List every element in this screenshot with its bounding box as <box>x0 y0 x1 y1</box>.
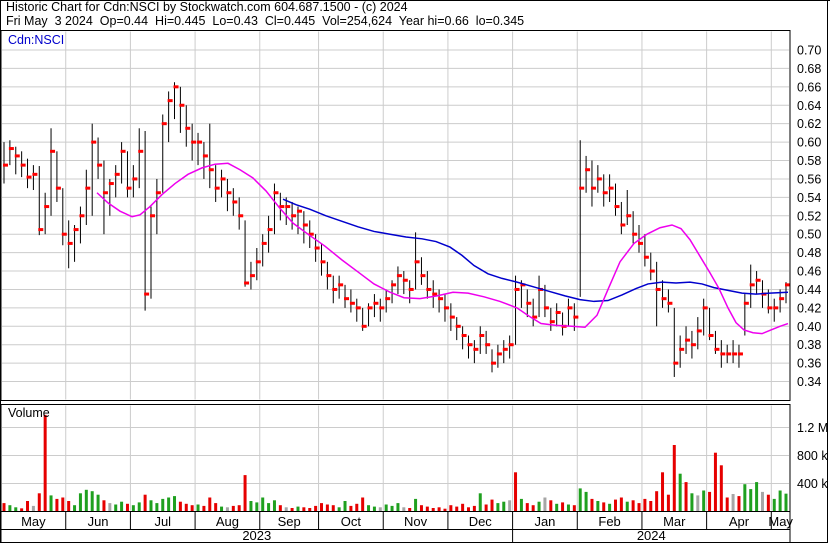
volume-tick-label: 800 k <box>797 449 828 463</box>
month-label: May <box>21 514 46 529</box>
month-label: Oct <box>341 514 362 529</box>
price-tick-label: 0.36 <box>797 357 821 371</box>
price-tick-label: 0.42 <box>797 301 821 315</box>
price-tick-label: 0.38 <box>797 338 821 352</box>
month-label: Jul <box>154 514 171 529</box>
price-tick-label: 0.58 <box>797 154 821 168</box>
symbol-label: Cdn:NSCI <box>8 33 65 47</box>
month-label: Jan <box>534 514 555 529</box>
month-label: Feb <box>598 514 620 529</box>
price-tick-label: 0.68 <box>797 62 821 76</box>
price-tick-label: 0.46 <box>797 265 821 279</box>
price-tick-label: 0.64 <box>797 99 821 113</box>
quote-summary-line: Fri May 3 2024 Op=0.44 Hi=0.445 Lo=0.43 … <box>6 14 525 28</box>
price-tick-label: 0.34 <box>797 375 821 389</box>
price-tick-label: 0.66 <box>797 80 821 94</box>
ma-short-magenta-line <box>96 162 789 335</box>
price-tick-label: 0.40 <box>797 320 821 334</box>
month-label: Aug <box>216 514 239 529</box>
year-label: 2023 <box>242 528 271 543</box>
month-label: Sep <box>278 514 301 529</box>
ohlc-bars <box>3 82 790 377</box>
month-label: Nov <box>404 514 428 529</box>
price-tick-label: 0.60 <box>797 136 821 150</box>
volume-pane-label: Volume <box>8 406 50 420</box>
price-tick-label: 0.52 <box>797 209 821 223</box>
volume-tick-label: 1.2 M <box>797 421 828 435</box>
price-tick-label: 0.70 <box>797 44 821 58</box>
volume-bars <box>2 414 788 512</box>
price-tick-label: 0.56 <box>797 172 821 186</box>
month-label: Apr <box>729 514 750 529</box>
price-tick-label: 0.44 <box>797 283 821 297</box>
month-label: Jun <box>88 514 109 529</box>
gridlines <box>2 31 789 511</box>
price-tick-label: 0.62 <box>797 117 821 131</box>
price-scale-labels: 0.70 0.68 0.66 0.64 0.62 0.60 0.58 0.56 0.54 0.52… <box>797 44 828 492</box>
month-label: May <box>768 514 793 529</box>
price-tick-label: 0.54 <box>797 191 821 205</box>
year-axis: 2023 2024 <box>0 528 666 543</box>
chart-title: Historic Chart for Cdn:NSCI by Stockwatc… <box>6 0 408 14</box>
month-label: Dec <box>469 514 493 529</box>
month-label: Mar <box>663 514 686 529</box>
price-tick-label: 0.48 <box>797 246 821 260</box>
year-label: 2024 <box>637 528 666 543</box>
volume-tick-label: 400 k <box>797 477 828 491</box>
price-tick-label: 0.50 <box>797 228 821 242</box>
ma-long-blue-line <box>282 198 789 303</box>
month-axis: May Jun Jul Aug Sep Oct Nov Dec Jan Feb Mar Apr May <box>0 511 793 543</box>
